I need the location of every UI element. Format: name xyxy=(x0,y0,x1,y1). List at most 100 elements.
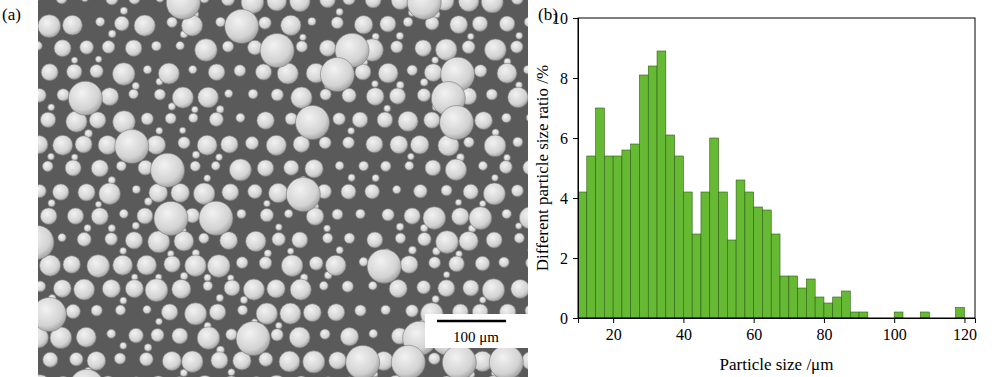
particle xyxy=(150,376,167,377)
panel-label: (b) xyxy=(538,5,558,24)
bar xyxy=(631,144,640,318)
bar xyxy=(771,234,780,318)
particle xyxy=(156,127,163,134)
particle xyxy=(389,88,405,104)
particle xyxy=(113,255,133,275)
particle xyxy=(84,224,91,231)
particle xyxy=(523,65,528,73)
particle xyxy=(140,352,154,366)
particle xyxy=(366,136,383,153)
particle xyxy=(108,30,116,38)
particle xyxy=(192,106,199,113)
particle xyxy=(70,369,104,377)
particle xyxy=(66,304,80,318)
particle xyxy=(154,89,165,100)
particle xyxy=(396,223,404,231)
particle xyxy=(432,296,439,303)
particle xyxy=(528,247,529,254)
particle xyxy=(125,232,142,249)
particle xyxy=(172,87,193,108)
particle xyxy=(74,279,95,300)
particle xyxy=(300,34,307,41)
particle xyxy=(293,376,309,377)
y-tick: 6 xyxy=(560,130,578,147)
particle xyxy=(158,63,179,84)
particle xyxy=(384,105,391,112)
particle xyxy=(296,41,307,52)
particle xyxy=(56,0,67,4)
particle xyxy=(391,345,425,377)
bar xyxy=(806,279,815,318)
scale-bar-line xyxy=(437,320,506,323)
particle xyxy=(308,17,316,25)
particle xyxy=(144,344,152,352)
particle xyxy=(343,137,355,149)
scale-bar-label: 100 μm xyxy=(453,329,499,345)
particle xyxy=(208,64,225,81)
particle xyxy=(56,376,71,377)
particle xyxy=(178,137,190,149)
particle xyxy=(410,136,429,155)
particle xyxy=(483,183,505,205)
particle xyxy=(516,32,523,39)
particle xyxy=(95,56,102,63)
particle xyxy=(259,17,272,30)
particle xyxy=(403,17,413,27)
y-axis-line xyxy=(573,19,579,319)
particle xyxy=(43,352,58,367)
particle xyxy=(180,272,188,280)
particle xyxy=(407,65,418,76)
particle xyxy=(75,136,92,153)
particle xyxy=(272,232,285,245)
particle xyxy=(96,17,105,26)
particle xyxy=(264,250,271,257)
particle xyxy=(355,305,366,316)
particle xyxy=(359,257,368,266)
particle xyxy=(63,256,80,273)
bar xyxy=(894,312,903,318)
particle xyxy=(475,256,489,270)
particle xyxy=(225,9,259,43)
particle xyxy=(53,280,71,298)
particle xyxy=(365,184,380,199)
particle xyxy=(303,304,321,322)
particle xyxy=(391,0,409,10)
particle xyxy=(114,353,125,364)
particle xyxy=(442,345,476,377)
particle xyxy=(132,222,139,229)
y-tick: 0 xyxy=(560,310,578,327)
particle xyxy=(519,207,528,229)
bar xyxy=(683,192,692,318)
bar xyxy=(956,308,965,319)
particle xyxy=(271,329,283,341)
particle xyxy=(89,112,106,129)
particle xyxy=(189,65,197,73)
particle xyxy=(289,327,310,348)
particle xyxy=(167,17,177,27)
particle xyxy=(335,161,344,170)
particle xyxy=(91,160,108,177)
particle xyxy=(87,255,110,278)
particle xyxy=(236,321,270,355)
particle xyxy=(400,256,418,274)
bar xyxy=(596,108,605,318)
particle xyxy=(266,135,286,155)
particle xyxy=(106,0,118,5)
particle xyxy=(396,32,404,40)
particle xyxy=(216,17,226,27)
particle xyxy=(342,281,353,292)
particle xyxy=(319,137,331,149)
particle xyxy=(115,305,125,315)
particle xyxy=(114,16,129,31)
particle xyxy=(256,303,277,324)
particle xyxy=(234,65,246,77)
particle xyxy=(221,0,234,6)
particle xyxy=(156,0,165,2)
y-tick-label: 4 xyxy=(560,190,568,207)
particle xyxy=(236,257,248,269)
particle xyxy=(523,160,528,175)
particle xyxy=(290,0,311,12)
particle xyxy=(129,89,139,99)
particle xyxy=(101,88,119,106)
bar xyxy=(727,240,736,318)
